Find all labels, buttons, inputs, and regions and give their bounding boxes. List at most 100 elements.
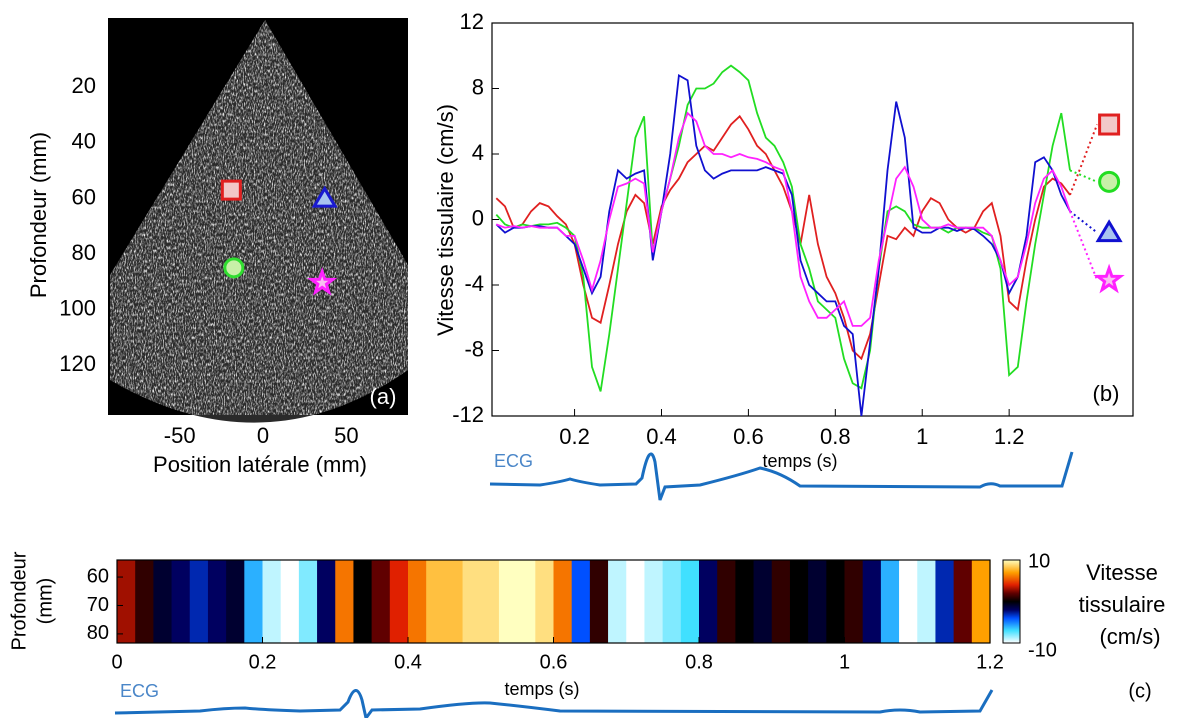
heat-cell <box>680 560 700 643</box>
connector <box>1069 210 1098 234</box>
x-tick-label: 1.2 <box>976 651 1004 673</box>
heat-cell <box>589 560 609 643</box>
heat-cell <box>699 560 718 643</box>
heat-cell <box>298 560 318 643</box>
y-axis-label: Profondeur <box>8 551 30 650</box>
ecg-trace <box>489 451 1074 501</box>
x-tick-label: 0.8 <box>820 424 851 449</box>
marker <box>223 257 245 279</box>
x-tick-label: 0 <box>257 423 269 448</box>
connector <box>1069 210 1099 281</box>
heat-cell <box>226 560 245 643</box>
heat-cell <box>462 560 482 643</box>
colorbar-label: Vitesse <box>1086 560 1158 585</box>
colorbar-tick-label: -10 <box>1028 639 1057 661</box>
x-tick-label: 0.2 <box>249 651 277 673</box>
ecg-label: ECG <box>494 451 533 471</box>
heat-cell <box>244 560 264 643</box>
y-tick-label: 4 <box>472 140 484 165</box>
heat-cell <box>662 560 682 643</box>
heat-cell <box>953 560 973 643</box>
heat-cell <box>935 560 955 643</box>
colorbar-tick-label: 10 <box>1028 550 1050 572</box>
x-tick-label: 1 <box>916 424 928 449</box>
heat-cell <box>771 560 791 643</box>
heat-cell <box>808 560 827 643</box>
x-axis-label: temps (s) <box>762 451 837 471</box>
y-tick-label: -4 <box>464 271 484 296</box>
y-tick-label: 60 <box>72 184 96 209</box>
heat-cell <box>480 560 500 643</box>
y-axis-label: (mm) <box>34 578 56 625</box>
heat-cell <box>353 560 373 643</box>
x-tick-label: 0.6 <box>540 651 568 673</box>
x-tick-label: 0.4 <box>646 424 677 449</box>
ecg-trace <box>114 689 994 718</box>
heat-cell <box>426 560 445 643</box>
marker <box>1098 113 1121 136</box>
x-tick-label: 1.2 <box>994 424 1025 449</box>
marker <box>311 185 338 208</box>
heat-cell <box>117 560 136 643</box>
heat-cell <box>317 560 336 643</box>
heat-cell <box>171 560 191 643</box>
y-tick-label: 100 <box>59 295 96 320</box>
heat-cell <box>408 560 427 643</box>
y-tick-label: 20 <box>72 73 96 98</box>
heat-cell <box>789 560 809 643</box>
heat-cell <box>735 560 755 643</box>
x-axis-label: Position latérale (mm) <box>153 452 367 477</box>
panel-label: (c) <box>1128 680 1151 702</box>
colorbar-label: tissulaire <box>1079 592 1166 617</box>
heat-cell <box>917 560 937 643</box>
heat-cell <box>389 560 409 643</box>
marker <box>1095 219 1123 243</box>
heat-cell <box>971 560 991 643</box>
x-tick-label: 0 <box>111 651 122 673</box>
heat-cell <box>135 560 154 643</box>
y-tick-label: -8 <box>464 336 484 361</box>
heat-cell <box>862 560 882 643</box>
y-tick-label: 60 <box>87 565 109 587</box>
x-axis-label: temps (s) <box>504 679 579 699</box>
heat-cell <box>153 560 173 643</box>
heat-cell <box>826 560 846 643</box>
heat-cell <box>189 560 209 643</box>
plot-area <box>491 22 1134 417</box>
heat-cell <box>444 560 464 643</box>
heat-cell <box>880 560 900 643</box>
x-tick-label: -50 <box>164 423 196 448</box>
panel-label: (a) <box>370 384 397 409</box>
y-tick-label: 70 <box>87 594 109 616</box>
marker <box>307 267 338 296</box>
heat-cell <box>262 560 282 643</box>
y-tick-label: -12 <box>452 402 484 427</box>
marker <box>1098 170 1121 193</box>
colorbar-label: (cm/s) <box>1099 624 1160 649</box>
y-tick-label: 0 <box>472 205 484 230</box>
x-tick-label: 0.8 <box>685 651 713 673</box>
x-tick-label: 0.4 <box>394 651 422 673</box>
series-line <box>495 111 1071 327</box>
x-tick-label: 1 <box>839 651 850 673</box>
y-tick-label: 120 <box>59 351 96 376</box>
heat-cell <box>899 560 918 643</box>
y-tick-label: 80 <box>87 622 109 644</box>
heat-cell <box>335 560 355 643</box>
heat-cell <box>498 560 518 643</box>
y-axis-label: Profondeur (mm) <box>26 132 51 298</box>
heat-cell <box>535 560 555 643</box>
heat-cell <box>717 560 736 643</box>
heat-cell <box>553 560 573 643</box>
heat-cell <box>207 560 227 643</box>
heat-cell <box>844 560 864 643</box>
ecg-label: ECG <box>120 681 159 701</box>
x-tick-label: 0.2 <box>559 424 590 449</box>
heat-cell <box>608 560 627 643</box>
heat-cell <box>371 560 391 643</box>
y-axis-label: Vitesse tissulaire (cm/s) <box>433 104 458 336</box>
colorbar <box>1002 559 1021 644</box>
y-tick-label: 12 <box>460 9 484 34</box>
